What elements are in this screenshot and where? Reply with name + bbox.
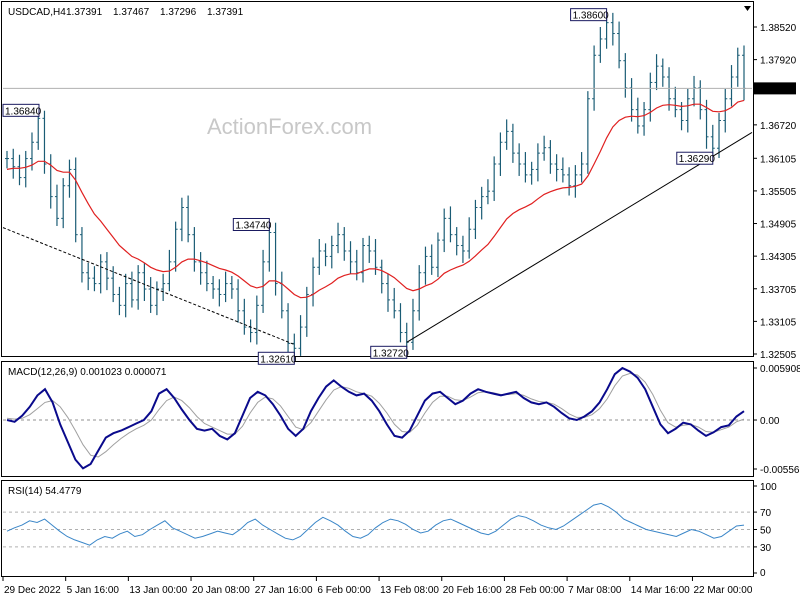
price-tick-label: 1.33705 xyxy=(760,285,797,296)
price-tick-label: 1.37920 xyxy=(760,56,797,67)
date-tick-label: 6 Feb 00:00 xyxy=(317,585,371,596)
header: USDCAD,H4 1.37391 1.37467 1.37296 1.3739… xyxy=(8,7,244,18)
corner-arrow-icon[interactable] xyxy=(744,6,751,11)
date-tick-label: 20 Feb 16:00 xyxy=(443,585,502,596)
price-tick-label: 1.35505 xyxy=(760,187,797,198)
price-annotation-box xyxy=(257,351,295,365)
macd-title: MACD(12,26,9) 0.001023 0.000071 xyxy=(8,367,167,378)
axis-layer: 1.38520 1.37920 1.37391 1.36720 1.36105 1.355… xyxy=(2,23,800,596)
price-annotation-box xyxy=(2,103,40,117)
price-annotation-box xyxy=(232,217,270,231)
price-annotation-label: 1.36840 xyxy=(5,106,42,117)
support-trendline xyxy=(406,132,753,343)
macd-signal-line xyxy=(6,372,745,458)
rsi-tick-label: 30 xyxy=(760,543,772,554)
price-annotation-box xyxy=(370,345,408,359)
watermark: ActionForex.com xyxy=(207,114,372,139)
price-tick-label: 1.36720 xyxy=(760,121,797,132)
macd-main-line xyxy=(6,366,745,470)
date-tick-label: 28 Feb 00:00 xyxy=(505,585,564,596)
price-tick-label: 1.36105 xyxy=(760,154,797,165)
rsi-tick-label: 70 xyxy=(760,508,772,519)
rsi-layer xyxy=(3,502,752,548)
date-tick-label: 27 Jan 16:00 xyxy=(255,585,313,596)
price-annotation-box xyxy=(676,151,714,165)
rsi-tick-label: 50 xyxy=(760,526,772,537)
resistance-dashed-line xyxy=(2,227,295,345)
current-price-label: 1.37391 xyxy=(758,84,795,95)
header-close: 1.37391 xyxy=(207,7,244,18)
rsi-tick-label: 0 xyxy=(760,568,766,579)
price-tick-label: 1.34905 xyxy=(760,220,797,231)
date-tick-label: 13 Feb 08:00 xyxy=(380,585,439,596)
price-tick-label: 1.34305 xyxy=(760,252,797,263)
price-annotation-label: 1.38600 xyxy=(573,11,610,22)
price-tick-label: 1.33105 xyxy=(760,317,797,328)
date-tick-label: 7 Mar 08:00 xyxy=(568,585,622,596)
price-layer: 1.36840 1.32610 1.34740 1.32720 1.38600 1.362… xyxy=(2,8,753,365)
date-tick-label: 22 Mar 00:00 xyxy=(693,585,752,596)
date-tick-label: 14 Mar 16:00 xyxy=(631,585,690,596)
price-tick-label: 1.38520 xyxy=(760,23,797,34)
rsi-panel xyxy=(1,480,754,577)
rsi-title: RSI(14) 54.4779 xyxy=(8,486,82,497)
macd-tick-label: 0.00 xyxy=(760,416,780,427)
price-annotation-label: 1.36290 xyxy=(679,154,716,165)
macd-panel xyxy=(1,361,754,477)
price-panel xyxy=(1,1,754,357)
rsi-tick-label: 100 xyxy=(760,482,777,493)
macd-layer xyxy=(3,366,752,470)
price-annotation-label: 1.32610 xyxy=(260,354,297,365)
date-tick-label: 13 Jan 00:00 xyxy=(129,585,187,596)
ema-line xyxy=(6,99,745,299)
header-open: 1.37391 xyxy=(66,7,103,18)
chart-symbol: USDCAD,H4 xyxy=(8,7,66,18)
date-tick-label: 5 Jan 16:00 xyxy=(67,585,120,596)
price-tick-label: 1.32505 xyxy=(760,350,797,361)
macd-tick-label: -0.005563 xyxy=(760,465,800,476)
price-annotation-label: 1.34740 xyxy=(235,220,272,231)
price-annotation-label: 1.32720 xyxy=(373,348,410,359)
date-tick-label: 29 Dec 2022 xyxy=(4,585,61,596)
current-price-tag xyxy=(754,82,796,95)
rsi-line xyxy=(6,502,745,546)
price-annotation-box xyxy=(570,8,608,22)
macd-tick-label: 0.005908 xyxy=(760,364,800,375)
header-high: 1.37467 xyxy=(113,7,150,18)
date-tick-label: 20 Jan 08:00 xyxy=(192,585,250,596)
header-low: 1.37296 xyxy=(160,7,197,18)
